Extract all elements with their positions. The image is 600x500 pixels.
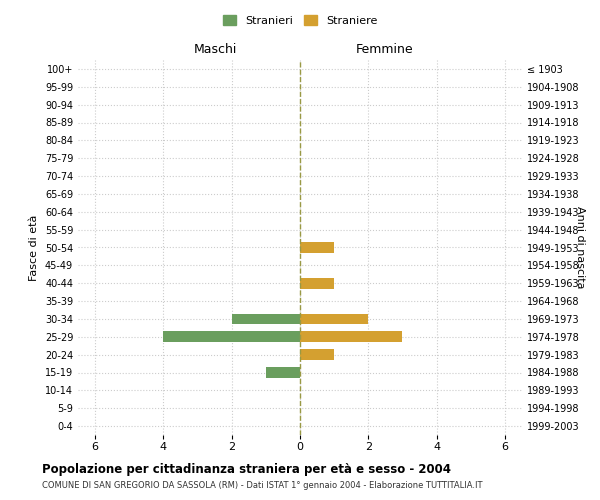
Text: Maschi: Maschi [194, 44, 238, 57]
Text: Popolazione per cittadinanza straniera per età e sesso - 2004: Popolazione per cittadinanza straniera p… [42, 462, 451, 475]
Y-axis label: Anni di nascita: Anni di nascita [575, 206, 585, 289]
Legend: Stranieri, Straniere: Stranieri, Straniere [218, 10, 382, 30]
Bar [232, 314, 300, 324]
Bar [300, 314, 368, 324]
Bar [300, 350, 334, 360]
Y-axis label: Fasce di età: Fasce di età [29, 214, 39, 280]
Bar [266, 367, 300, 378]
Bar [300, 278, 334, 288]
Bar [300, 242, 334, 253]
Text: COMUNE DI SAN GREGORIO DA SASSOLA (RM) - Dati ISTAT 1° gennaio 2004 - Elaborazio: COMUNE DI SAN GREGORIO DA SASSOLA (RM) -… [42, 481, 482, 490]
Bar [300, 332, 403, 342]
Text: Femmine: Femmine [356, 44, 413, 57]
Bar [163, 332, 300, 342]
